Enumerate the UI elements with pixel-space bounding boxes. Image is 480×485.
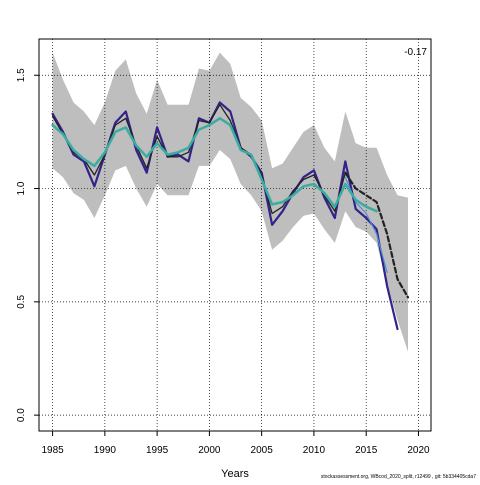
x-tick-label: 2005 (251, 445, 274, 456)
corner-annotation: -0.17 (404, 47, 427, 58)
series-line-4 (344, 171, 410, 299)
series-line-3 (51, 104, 346, 215)
series-line-5 (51, 117, 378, 213)
confidence-band (52, 52, 408, 352)
x-tick-label: 1985 (41, 445, 64, 456)
x-tick-label: 2015 (355, 445, 378, 456)
y-tick-label: 0.5 (16, 294, 27, 308)
x-tick-label: 2020 (407, 445, 430, 456)
x-tick-label: 1990 (94, 445, 117, 456)
gridlines (39, 39, 431, 431)
x-tick-label: 2010 (303, 445, 326, 456)
y-tick-label: 1.0 (16, 181, 27, 195)
y-tick-label: 1.5 (16, 68, 27, 82)
series-lines (51, 101, 410, 331)
x-axis: 1985 1990 1995 2000 2005 2010 2015 2020 (41, 431, 430, 456)
y-tick-label: 0.0 (16, 408, 27, 422)
plot-frame (38, 38, 432, 432)
x-tick-label: 2000 (198, 445, 221, 456)
x-axis-title: Years (221, 468, 249, 480)
y-axis: 0.0 0.5 1.0 1.5 (16, 68, 39, 422)
confidence-band-layer (52, 52, 408, 352)
credit-text: stockassessment.org, WBcod_2020_split, r… (321, 474, 476, 480)
x-tick-label: 1995 (146, 445, 169, 456)
